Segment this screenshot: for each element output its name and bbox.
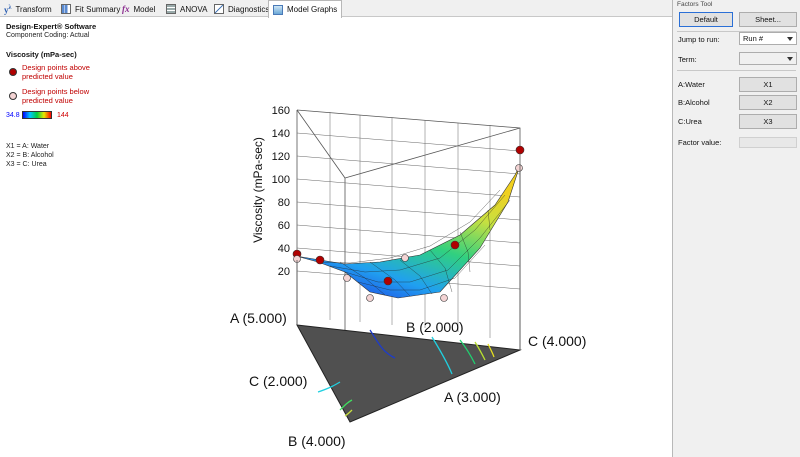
response-surface-plot[interactable]: 160 140 120 100 80 60 40 20 Viscosity (m… [0, 17, 672, 457]
tab-fit-summary-label: Fit Summary [75, 4, 121, 14]
contour-lines [317, 329, 495, 417]
color-scale-bar [22, 111, 52, 119]
corner-label-a-top: A (5.000) [230, 310, 287, 326]
factor-x2: X2 = B: Alcohol [6, 152, 54, 159]
factor-b-label: B:Alcohol [678, 98, 710, 107]
factor-x2-button[interactable]: X2 [739, 95, 797, 110]
range-low: 34.8 [6, 112, 20, 119]
transform-icon: yλ [4, 4, 12, 15]
below-legend-line1: Design points below [22, 87, 90, 96]
tab-diagnostics[interactable]: Diagnostics [210, 1, 273, 17]
corner-label-b-mid: B (2.000) [406, 319, 464, 335]
below-legend-line2: predicted value [22, 96, 73, 105]
above-point-marker [9, 68, 17, 76]
fit-summary-icon [61, 4, 71, 14]
component-coding: Component Coding: Actual [6, 32, 90, 39]
plot-grid [296, 112, 521, 338]
jump-to-run-value: Run # [743, 34, 764, 43]
factor-value-label: Factor value: [678, 138, 722, 147]
diagnostics-icon [214, 4, 224, 14]
z-tick: 80 [278, 197, 290, 209]
jump-to-run-label: Jump to run: [678, 35, 720, 44]
chevron-down-icon [787, 37, 793, 41]
above-legend-line1: Design points above [22, 63, 90, 72]
tab-model-label: Model [133, 4, 156, 14]
design-point-below[interactable] [515, 164, 523, 172]
design-point-above[interactable] [515, 145, 525, 155]
tab-model-graphs[interactable]: Model Graphs [268, 0, 343, 18]
model-graphs-icon [273, 4, 283, 15]
z-axis-label: Viscosity (mPa-sec) [251, 137, 265, 243]
z-tick: 20 [278, 266, 290, 278]
factor-x1-button[interactable]: X1 [739, 77, 797, 92]
corner-label-c-left: C (2.000) [249, 373, 307, 389]
factor-c-label: C:Urea [678, 117, 702, 126]
panel-divider [677, 70, 796, 71]
tab-model-graphs-label: Model Graphs [287, 5, 338, 14]
panel-title: Factors Tool [677, 1, 713, 8]
range-high: 144 [57, 112, 69, 119]
tab-transform-label: Transform [15, 4, 52, 14]
corner-label-c-right: C (4.000) [528, 333, 586, 349]
tab-fit-summary[interactable]: Fit Summary [57, 1, 124, 17]
chevron-down-icon [787, 57, 793, 61]
factor-value-field[interactable] [739, 137, 797, 148]
factor-x3: X3 = C: Urea [6, 161, 47, 168]
z-axis-ticks: 160 140 120 100 80 60 40 20 [272, 105, 290, 278]
term-label: Term: [678, 55, 697, 64]
factor-x1: X1 = A: Water [6, 143, 50, 150]
software-title: Design-Expert® Software [6, 22, 97, 31]
design-point-above[interactable] [315, 255, 325, 265]
default-button[interactable]: Default [679, 12, 733, 27]
jump-to-run-select[interactable]: Run # [739, 32, 797, 45]
model-fx-icon: fx [122, 3, 130, 14]
corner-label-b-bottom: B (4.000) [288, 433, 346, 449]
design-point-below[interactable] [440, 294, 448, 302]
z-tick: 140 [272, 128, 290, 140]
z-tick: 100 [272, 174, 290, 186]
corner-label-a-right: A (3.000) [444, 389, 501, 405]
tab-transform[interactable]: yλ Transform [0, 1, 56, 17]
design-point-below[interactable] [366, 294, 374, 302]
surface-mesh [317, 189, 511, 297]
sheet-button[interactable]: Sheet... [739, 12, 797, 27]
term-select[interactable] [739, 52, 797, 65]
tab-model[interactable]: fx Model [118, 1, 159, 17]
tab-diagnostics-label: Diagnostics [228, 4, 270, 14]
factors-tool-panel: Factors Tool Default Sheet... Jump to ru… [672, 0, 800, 457]
z-tick: 60 [278, 220, 290, 232]
design-point-above[interactable] [383, 276, 393, 286]
anova-icon [166, 4, 176, 14]
below-point-marker [9, 92, 17, 100]
factor-x3-button[interactable]: X3 [739, 114, 797, 129]
response-surface [295, 164, 521, 299]
contour-base-triangle [296, 324, 522, 423]
design-point-below[interactable] [401, 254, 409, 262]
tab-anova[interactable]: ANOVA [162, 1, 211, 17]
design-points [292, 145, 525, 302]
z-tick: 160 [272, 105, 290, 117]
design-point-below[interactable] [343, 274, 351, 282]
z-tick: 120 [272, 151, 290, 163]
design-point-above[interactable] [450, 240, 460, 250]
panel-divider [677, 31, 796, 32]
factor-a-label: A:Water [678, 80, 705, 89]
z-tick: 40 [278, 243, 290, 255]
above-legend-line2: predicted value [22, 72, 73, 81]
tab-anova-label: ANOVA [180, 4, 208, 14]
tab-strip: yλ Transform Fit Summary fx Model ANOVA … [0, 0, 672, 18]
response-name: Viscosity (mPa-sec) [6, 50, 77, 59]
